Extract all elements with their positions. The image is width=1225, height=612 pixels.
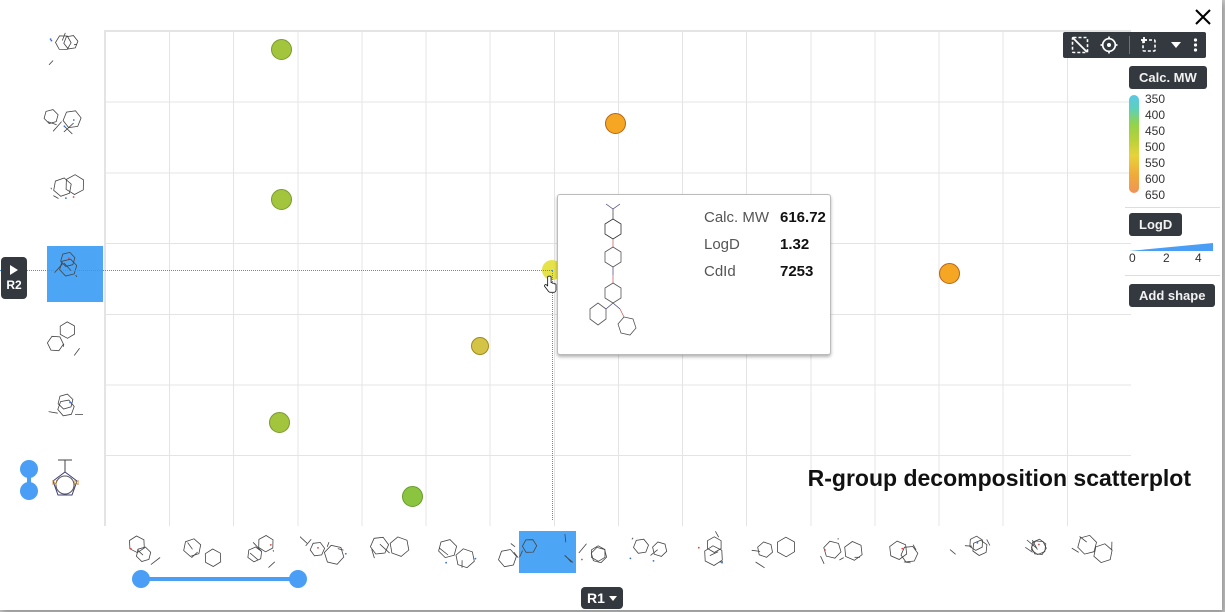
svg-text:N: N xyxy=(74,480,79,487)
svg-text:N: N xyxy=(52,480,57,487)
